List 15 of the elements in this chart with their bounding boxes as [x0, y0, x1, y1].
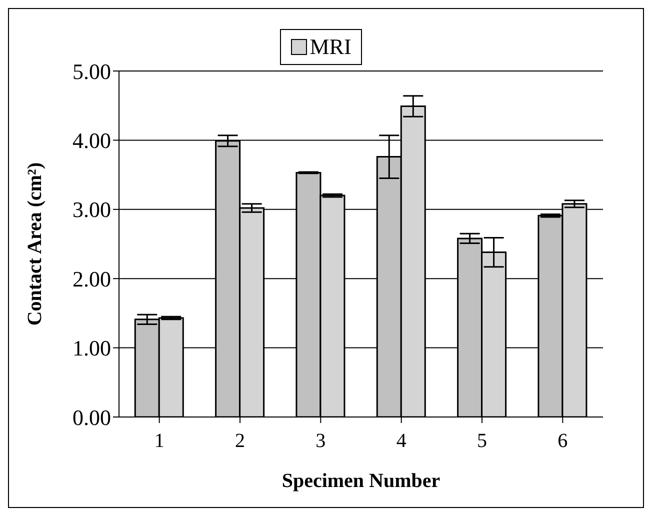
y-tick-label: 4.00: [72, 128, 111, 154]
legend-label: MRI: [310, 34, 352, 60]
y-axis-title: Contact Area (cm²): [24, 162, 46, 326]
x-axis-title: Specimen Number: [282, 470, 440, 492]
y-tick-label: 1.00: [72, 336, 111, 361]
x-tick-label: 2: [235, 430, 245, 452]
y-tick-label: 5.00: [72, 58, 111, 84]
y-tick-label: 3.00: [72, 197, 111, 222]
y-tick-label: 0.00: [72, 404, 111, 430]
y-tick-label: 2.00: [72, 266, 111, 292]
x-tick-label: 6: [558, 430, 568, 452]
x-tick-label: 4: [396, 430, 406, 452]
x-tick-label: 1: [154, 430, 164, 452]
x-tick-label: 5: [477, 430, 487, 452]
x-tick-label: 3: [316, 430, 326, 452]
